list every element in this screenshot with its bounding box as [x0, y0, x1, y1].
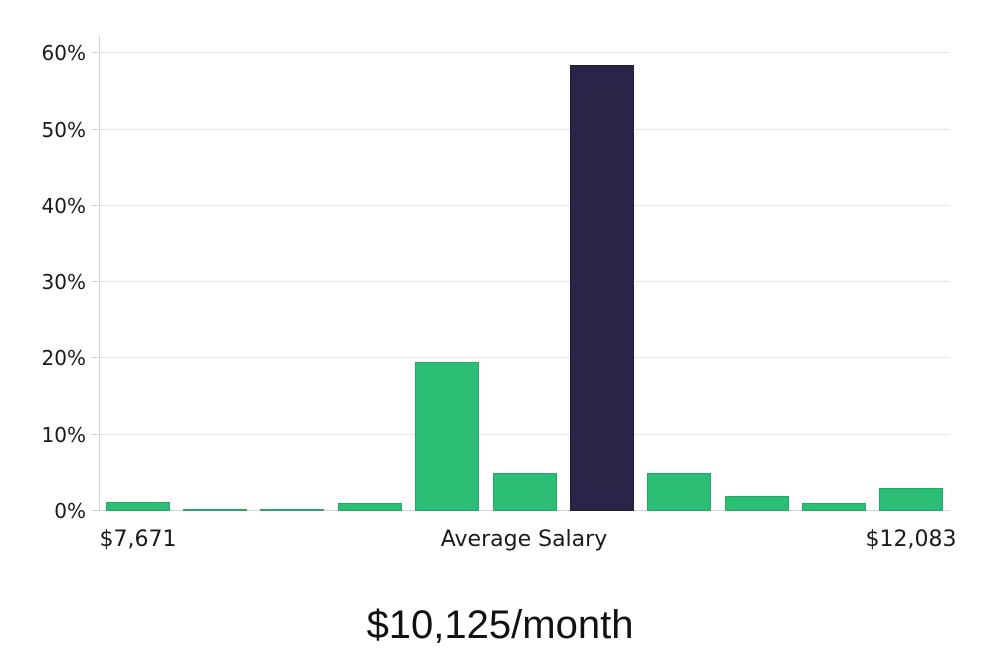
- y-tick-label: 10%: [41, 422, 86, 447]
- y-tick-mark: [91, 433, 99, 435]
- y-tick-mark: [91, 281, 99, 283]
- histogram-bar-highlighted: [569, 64, 634, 511]
- gridline-50pct: [99, 128, 950, 130]
- histogram-bar: [260, 508, 325, 511]
- y-tick-label: 0%: [54, 499, 86, 523]
- y-tick-label: 60%: [41, 41, 86, 66]
- histogram-bar: [492, 472, 557, 511]
- y-tick-mark: [91, 128, 99, 130]
- histogram-bar: [183, 508, 248, 511]
- x-axis-labels: $7,671 Average Salary $12,083: [0, 527, 1000, 555]
- y-tick-mark: [91, 357, 99, 359]
- chart-title: $10,125/month: [366, 603, 634, 647]
- gridline-60pct: [99, 52, 950, 54]
- gridline-10pct: [99, 433, 950, 435]
- plot-area: [91, 35, 950, 511]
- histogram-bar: [415, 362, 480, 511]
- x-tick-label-average-salary: Average Salary: [440, 527, 608, 552]
- y-tick-mark: [91, 204, 99, 206]
- gridline-20pct: [99, 357, 950, 359]
- gridline-40pct: [99, 204, 950, 206]
- y-tick-label: 30%: [41, 270, 86, 295]
- y-tick-label: 20%: [41, 346, 86, 371]
- histogram-bar: [105, 501, 170, 511]
- histogram-bar: [724, 495, 789, 511]
- gridline-30pct: [99, 281, 950, 283]
- histogram-bar: [647, 472, 712, 511]
- y-tick-mark: [91, 52, 99, 54]
- histogram-bar: [879, 488, 944, 511]
- y-tick-label: 50%: [41, 117, 86, 142]
- y-tick-label: 40%: [41, 193, 86, 218]
- y-axis-line: [99, 35, 100, 511]
- x-tick-label-min-salary: $7,671: [99, 527, 177, 552]
- histogram-bar: [801, 502, 866, 511]
- x-tick-label-max-salary: $12,083: [865, 527, 957, 552]
- histogram-bar: [337, 502, 402, 511]
- y-tick-mark: [91, 510, 99, 511]
